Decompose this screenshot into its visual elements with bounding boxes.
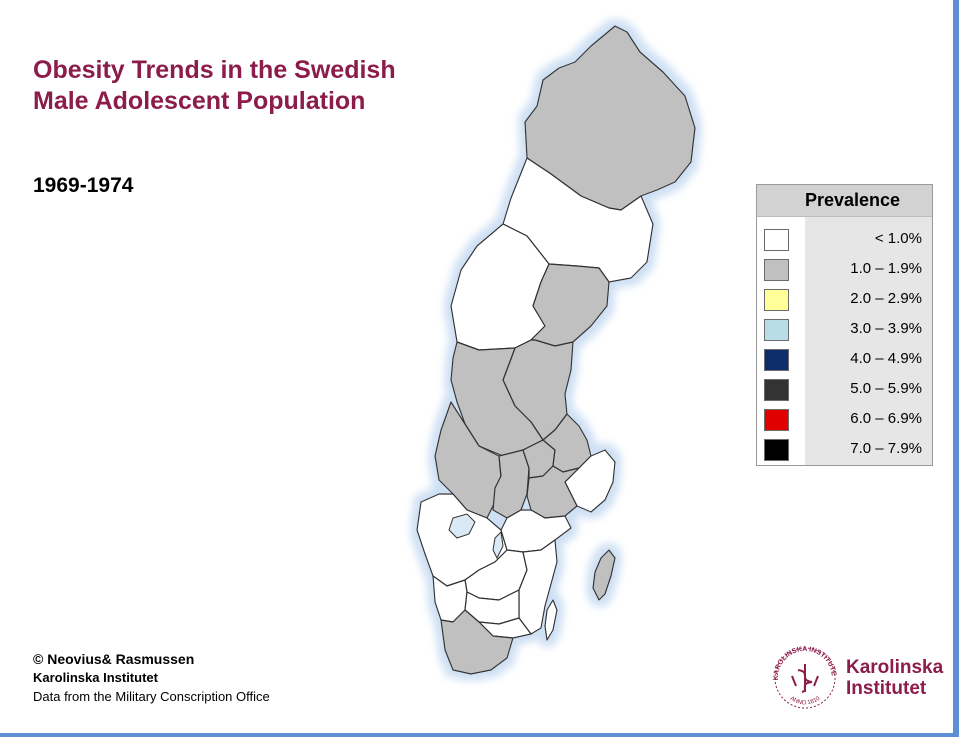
seal-bottom-text: ANNO 1810 bbox=[789, 695, 822, 706]
legend-swatch bbox=[764, 289, 789, 311]
svg-text:KAROLINSKA INSTITUTET: KAROLINSKA INSTITUTET bbox=[770, 640, 837, 680]
svg-text:ANNO 1810: ANNO 1810 bbox=[789, 695, 822, 706]
data-source-line: Data from the Military Conscription Offi… bbox=[33, 689, 270, 704]
sweden-map bbox=[416, 25, 696, 675]
legend-label: 4.0 – 4.9% bbox=[850, 350, 922, 367]
lake-vattern bbox=[492, 530, 504, 560]
page-title: Obesity Trends in the Swedish Male Adole… bbox=[33, 55, 396, 117]
institution-line: Karolinska Institutet bbox=[33, 670, 158, 685]
title-line-2: Male Adolescent Population bbox=[33, 87, 366, 115]
legend-label: 6.0 – 6.9% bbox=[850, 410, 922, 427]
legend-label: 1.0 – 1.9% bbox=[850, 260, 922, 277]
wordmark-line-1: Karolinska bbox=[846, 657, 944, 678]
slide-frame-right bbox=[953, 0, 959, 737]
slide-frame-bottom bbox=[0, 733, 959, 737]
legend-item: 3.0 – 3.9% bbox=[757, 317, 932, 347]
legend-item: 4.0 – 4.9% bbox=[757, 347, 932, 377]
legend-item: 6.0 – 6.9% bbox=[757, 407, 932, 437]
copyright-line: © Neovius& Rasmussen bbox=[33, 651, 195, 667]
legend-swatch bbox=[764, 229, 789, 251]
legend-item: 5.0 – 5.9% bbox=[757, 377, 932, 407]
region-oland bbox=[544, 599, 558, 641]
legend-label: < 1.0% bbox=[874, 230, 922, 247]
legend-swatch bbox=[764, 439, 789, 461]
karolinska-wordmark: Karolinska Institutet bbox=[846, 657, 943, 699]
legend-item: 1.0 – 1.9% bbox=[757, 257, 932, 287]
period-label: 1969-1974 bbox=[33, 174, 134, 197]
legend-swatch bbox=[764, 409, 789, 431]
legend-body: < 1.0% 1.0 – 1.9% 2.0 – 2.9% 3.0 – 3.9% … bbox=[757, 217, 932, 465]
region-gotland bbox=[592, 549, 616, 601]
legend-item: < 1.0% bbox=[757, 227, 932, 257]
lake-vanern bbox=[448, 513, 476, 539]
karolinska-seal-logo: KAROLINSKA INSTITUTET ANNO 1810 bbox=[770, 640, 837, 709]
legend-label: 7.0 – 7.9% bbox=[850, 440, 922, 457]
region-ostergotland bbox=[500, 509, 572, 553]
legend-label: 5.0 – 5.9% bbox=[850, 380, 922, 397]
legend-label: 2.0 – 2.9% bbox=[850, 290, 922, 307]
legend-swatch bbox=[764, 349, 789, 371]
seal-top-text: KAROLINSKA INSTITUTET bbox=[770, 640, 837, 680]
seal-emblem-icon bbox=[791, 664, 819, 693]
legend-item: 7.0 – 7.9% bbox=[757, 437, 932, 467]
legend-swatch bbox=[764, 379, 789, 401]
legend-title: Prevalence bbox=[757, 185, 932, 217]
wordmark-line-2: Institutet bbox=[846, 678, 927, 699]
legend: Prevalence < 1.0% 1.0 – 1.9% 2.0 – 2.9% … bbox=[756, 184, 933, 466]
legend-label: 3.0 – 3.9% bbox=[850, 320, 922, 337]
legend-swatch bbox=[764, 259, 789, 281]
region-skane bbox=[440, 609, 514, 675]
legend-item: 2.0 – 2.9% bbox=[757, 287, 932, 317]
region-kalmar bbox=[518, 539, 558, 635]
title-line-1: Obesity Trends in the Swedish bbox=[33, 56, 396, 84]
legend-swatch bbox=[764, 319, 789, 341]
credits: © Neovius& Rasmussen Karolinska Institut… bbox=[33, 651, 270, 704]
lakes bbox=[448, 513, 504, 560]
